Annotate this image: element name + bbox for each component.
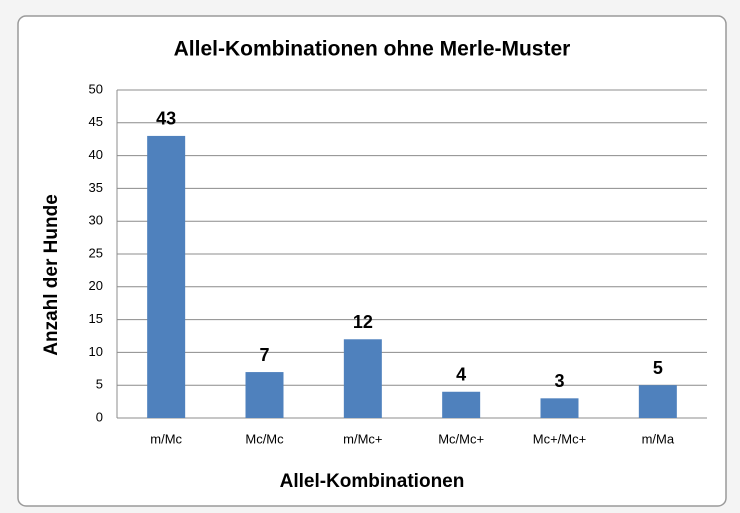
y-tick-label: 20 [89, 278, 103, 293]
y-tick-label: 45 [89, 114, 103, 129]
bar [245, 372, 284, 418]
y-tick-label: 10 [89, 344, 103, 359]
bar [442, 391, 481, 418]
y-tick-label: 0 [96, 409, 103, 424]
data-label: 5 [653, 358, 663, 378]
y-tick-label: 35 [89, 180, 103, 195]
bar [343, 339, 382, 418]
data-label: 4 [456, 365, 466, 385]
chart-frame [17, 15, 727, 507]
y-tick-label: 30 [89, 213, 103, 228]
x-tick-label: Mc+/Mc+ [533, 431, 586, 446]
data-label: 3 [554, 371, 564, 391]
y-axis-title: Anzahl der Hunde [41, 194, 62, 356]
y-tick-label: 5 [96, 377, 103, 392]
data-label: 43 [156, 109, 176, 129]
x-axis-title: Allel-Kombinationen [280, 471, 465, 492]
bar [540, 398, 579, 418]
x-tick-label: m/Mc+ [343, 431, 382, 446]
data-label: 7 [259, 345, 269, 365]
y-tick-label: 25 [89, 245, 103, 260]
x-tick-label: Mc/Mc [245, 431, 284, 446]
bar [638, 385, 677, 418]
y-tick-label: 40 [89, 147, 103, 162]
bar [147, 135, 186, 419]
y-tick-label: 50 [89, 81, 103, 96]
data-label: 12 [353, 312, 373, 332]
x-tick-label: m/Mc [150, 431, 182, 446]
x-tick-label: Mc/Mc+ [438, 431, 484, 446]
y-tick-label: 15 [89, 311, 103, 326]
chart-title: Allel-Kombinationen ohne Merle-Muster [174, 38, 571, 61]
x-tick-label: m/Ma [642, 431, 675, 446]
